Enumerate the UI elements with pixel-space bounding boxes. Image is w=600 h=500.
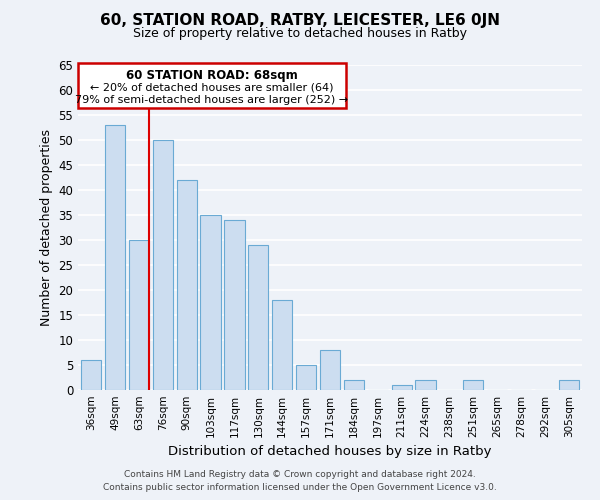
Bar bbox=[344, 380, 364, 390]
Text: Size of property relative to detached houses in Ratby: Size of property relative to detached ho… bbox=[133, 28, 467, 40]
Bar bbox=[152, 140, 173, 390]
Bar bbox=[248, 245, 268, 390]
Text: 79% of semi-detached houses are larger (252) →: 79% of semi-detached houses are larger (… bbox=[75, 95, 349, 105]
Bar bbox=[200, 215, 221, 390]
Bar bbox=[463, 380, 484, 390]
Text: 60, STATION ROAD, RATBY, LEICESTER, LE6 0JN: 60, STATION ROAD, RATBY, LEICESTER, LE6 … bbox=[100, 12, 500, 28]
Bar bbox=[129, 240, 149, 390]
Bar bbox=[224, 220, 245, 390]
Bar bbox=[176, 180, 197, 390]
Y-axis label: Number of detached properties: Number of detached properties bbox=[40, 129, 53, 326]
X-axis label: Distribution of detached houses by size in Ratby: Distribution of detached houses by size … bbox=[168, 446, 492, 458]
Text: 60 STATION ROAD: 68sqm: 60 STATION ROAD: 68sqm bbox=[126, 68, 298, 82]
Text: ← 20% of detached houses are smaller (64): ← 20% of detached houses are smaller (64… bbox=[90, 82, 334, 92]
Text: Contains HM Land Registry data © Crown copyright and database right 2024.
Contai: Contains HM Land Registry data © Crown c… bbox=[103, 470, 497, 492]
Bar bbox=[559, 380, 579, 390]
Bar bbox=[105, 125, 125, 390]
Bar bbox=[392, 385, 412, 390]
Bar bbox=[415, 380, 436, 390]
FancyBboxPatch shape bbox=[78, 62, 346, 108]
Bar bbox=[81, 360, 101, 390]
Bar bbox=[296, 365, 316, 390]
Bar bbox=[272, 300, 292, 390]
Bar bbox=[320, 350, 340, 390]
